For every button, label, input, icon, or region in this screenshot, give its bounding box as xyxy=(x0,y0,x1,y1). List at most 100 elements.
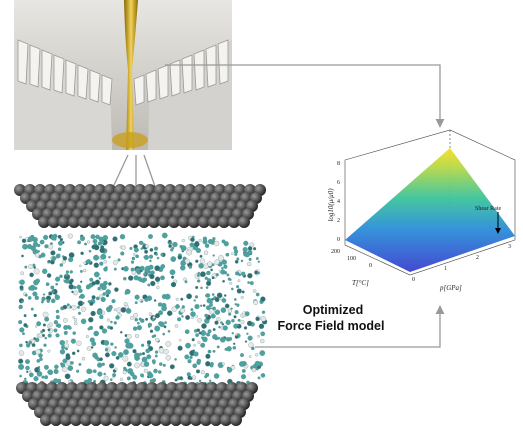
atom xyxy=(258,323,265,329)
atom xyxy=(28,372,34,378)
atom xyxy=(139,265,145,271)
z-tick: 0 xyxy=(337,237,340,243)
atom xyxy=(151,318,155,322)
atom xyxy=(151,359,156,364)
atom xyxy=(78,295,82,299)
atom xyxy=(210,268,213,272)
atom xyxy=(117,258,121,262)
atom xyxy=(198,379,202,383)
atom xyxy=(143,272,147,276)
atom xyxy=(198,263,204,269)
atom xyxy=(188,265,193,269)
atom xyxy=(207,238,214,245)
atom xyxy=(194,241,200,247)
atom xyxy=(38,216,50,228)
atom xyxy=(181,238,185,243)
atom xyxy=(154,276,161,282)
atom xyxy=(210,313,216,319)
atom xyxy=(29,272,34,278)
atom xyxy=(199,254,203,258)
atom xyxy=(156,285,160,290)
atom xyxy=(76,340,82,347)
atom xyxy=(34,337,40,343)
atom xyxy=(63,331,68,335)
atom xyxy=(204,243,210,248)
gear-tooth xyxy=(181,54,193,94)
atom xyxy=(221,259,227,265)
z-tick: 6 xyxy=(337,180,340,186)
atom xyxy=(92,369,97,374)
atom xyxy=(18,358,24,364)
atom xyxy=(76,349,80,353)
atom xyxy=(230,414,242,426)
atom xyxy=(216,345,220,349)
atom xyxy=(87,327,91,331)
atom xyxy=(139,279,143,283)
atom xyxy=(100,288,103,291)
atom xyxy=(251,346,255,351)
atom xyxy=(195,369,201,374)
atom xyxy=(85,259,90,264)
atom xyxy=(90,310,96,317)
atom xyxy=(206,297,213,304)
atom xyxy=(171,275,175,279)
atom xyxy=(222,325,228,331)
atom xyxy=(151,378,157,383)
atom xyxy=(36,359,41,363)
atom xyxy=(248,342,254,348)
atom xyxy=(71,290,74,294)
atom xyxy=(101,328,108,334)
atom xyxy=(32,291,38,297)
atom xyxy=(174,324,179,328)
atom xyxy=(123,366,127,371)
atom xyxy=(191,375,197,380)
model-label: Optimized xyxy=(303,303,363,317)
atom xyxy=(61,366,68,373)
atom xyxy=(179,376,183,380)
atom xyxy=(155,337,160,342)
atom xyxy=(26,370,29,374)
atom xyxy=(225,319,231,326)
atom xyxy=(220,414,232,426)
atom xyxy=(87,377,93,383)
atom xyxy=(175,297,179,301)
atom xyxy=(80,251,84,256)
atom xyxy=(124,351,128,354)
atom xyxy=(253,300,259,305)
atom xyxy=(68,284,74,290)
atom xyxy=(133,312,138,318)
atom xyxy=(79,235,86,242)
atom xyxy=(205,286,209,289)
atom xyxy=(44,316,50,322)
atom xyxy=(214,259,220,265)
atom xyxy=(152,315,156,319)
atom xyxy=(104,352,110,358)
atom xyxy=(102,292,106,296)
atom xyxy=(115,315,120,320)
atom xyxy=(28,264,34,269)
atom xyxy=(149,248,154,252)
atom xyxy=(21,254,24,258)
atom xyxy=(230,307,233,310)
atom xyxy=(65,270,70,274)
atom xyxy=(19,235,22,239)
atom xyxy=(255,316,260,322)
atom xyxy=(126,307,130,311)
atom xyxy=(104,266,108,269)
atom xyxy=(170,256,177,262)
gear-tooth xyxy=(169,59,181,97)
atom xyxy=(25,381,29,385)
atom xyxy=(50,285,55,290)
atom xyxy=(58,216,70,228)
gear-tooth xyxy=(29,44,41,88)
atom xyxy=(18,320,23,325)
atom xyxy=(28,340,33,345)
atom xyxy=(233,342,236,345)
atom xyxy=(234,310,239,315)
atom xyxy=(92,238,98,244)
atom xyxy=(93,254,100,261)
atom xyxy=(118,216,130,228)
atom xyxy=(189,377,193,380)
atom xyxy=(156,281,160,284)
atom xyxy=(47,349,51,353)
